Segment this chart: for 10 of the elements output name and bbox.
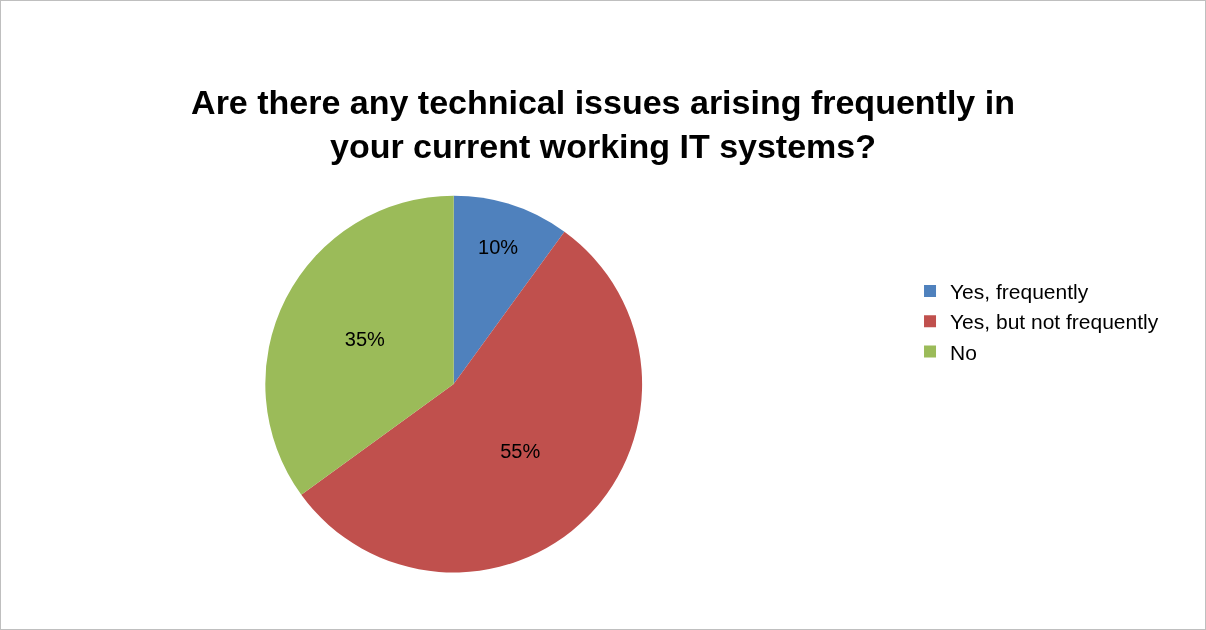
data-label: 55% — [500, 439, 541, 462]
legend-label: No — [950, 340, 977, 364]
pie-slice — [301, 231, 642, 573]
data-label: 10% — [478, 236, 519, 259]
legend-label: Yes, frequently — [950, 280, 1089, 304]
legend-label: Yes, but not frequently — [950, 310, 1159, 334]
pie-slice — [453, 195, 565, 385]
pie-slice — [265, 195, 454, 495]
data-label: 35% — [344, 327, 386, 350]
chart-title: Are there any technical issues arising frequently in your current working IT systems? — [191, 83, 1015, 166]
